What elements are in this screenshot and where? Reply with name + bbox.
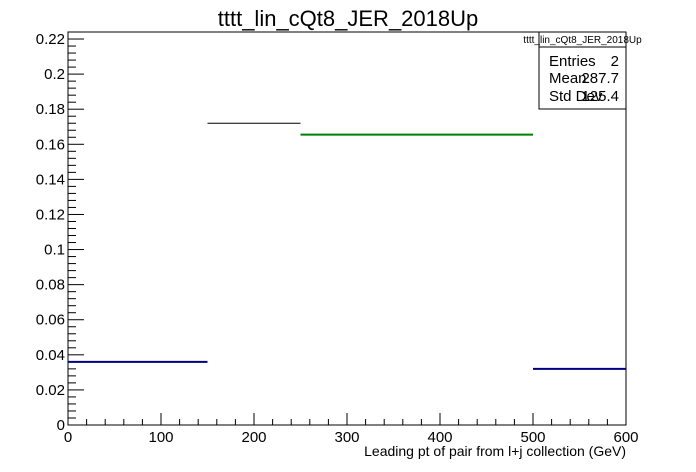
x-tick-label: 200 bbox=[241, 429, 266, 446]
y-tick-label: 0.2 bbox=[44, 66, 65, 83]
axes: 0 100 200 300 400 500 600 0 0.02 0.04 0.06 0.08 0.1 0… bbox=[36, 31, 639, 446]
chart-title: tttt_lin_cQt8_JER_2018Up bbox=[218, 6, 479, 31]
x-tick-label: 100 bbox=[148, 429, 173, 446]
stats-box: tttt_lin_cQt8_JER_2018Up Entries 2 Mean … bbox=[523, 31, 642, 110]
stats-stddev-value: 125.4 bbox=[581, 88, 619, 105]
stats-box-frame bbox=[538, 31, 627, 110]
y-tick-label: 0.02 bbox=[36, 382, 65, 399]
y-tick-label: 0.08 bbox=[36, 277, 65, 294]
x-tick-label: 300 bbox=[334, 429, 359, 446]
stats-entries-value: 2 bbox=[611, 53, 619, 70]
stats-stddev-label: Std Dev bbox=[549, 88, 603, 105]
x-tick-label: 600 bbox=[613, 429, 638, 446]
y-tick-label: 0.18 bbox=[36, 101, 65, 118]
x-tick-label: 500 bbox=[520, 429, 545, 446]
plot-area bbox=[68, 122, 626, 370]
y-tick-label: 0.12 bbox=[36, 206, 65, 223]
y-tick-label: 0.16 bbox=[36, 136, 65, 153]
y-tick-label: 0.06 bbox=[36, 312, 65, 329]
y-tick-label: 0 bbox=[57, 417, 65, 434]
stats-box-title: tttt_lin_cQt8_JER_2018Up bbox=[523, 35, 642, 46]
stats-mean-value: 287.7 bbox=[581, 70, 619, 87]
stats-entries-label: Entries bbox=[549, 53, 596, 70]
y-tick-label: 0.22 bbox=[36, 31, 65, 48]
x-tick-label: 0 bbox=[64, 429, 72, 446]
x-tick-label: 400 bbox=[427, 429, 452, 446]
stats-mean-label: Mean bbox=[549, 70, 587, 87]
x-axis-label: Leading pt of pair from l+j collection (… bbox=[364, 443, 626, 459]
y-tick-label: 0.04 bbox=[36, 347, 65, 364]
y-tick-label: 0.1 bbox=[44, 242, 65, 259]
y-tick-label: 0.14 bbox=[36, 171, 65, 188]
